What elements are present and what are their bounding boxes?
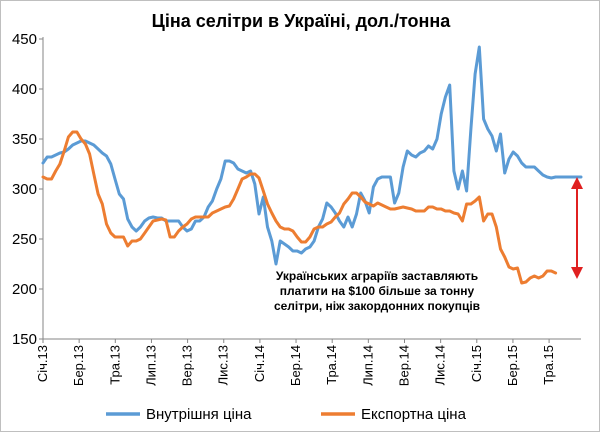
y-tick-label: 250 xyxy=(12,231,37,248)
annotation-line-1: Українських аграріїв заставляють xyxy=(276,269,478,283)
series-line-1 xyxy=(41,45,583,266)
x-tick-label: Січ.13 xyxy=(35,345,50,382)
chart-title: Ціна селітри в Україні, дол./тонна xyxy=(152,11,452,31)
x-tick-label: Вер.14 xyxy=(396,345,411,386)
x-tick-label: Бер.13 xyxy=(71,345,86,386)
y-axis-ticks: 150 200 250 300 350 400 450 xyxy=(12,31,43,348)
y-tick-label: 450 xyxy=(12,31,37,48)
x-tick-label: Лип.14 xyxy=(360,345,375,386)
x-axis-ticks: Січ.13 Бер.13 Тра.13 Лип.13 Вер.13 Лис.13 Січ.… xyxy=(35,339,556,386)
y-tick-label: 200 xyxy=(12,281,37,298)
legend-label-1: Внутрішня ціна xyxy=(146,406,252,423)
x-tick-label: Січ.15 xyxy=(469,345,484,382)
series-group xyxy=(41,45,583,285)
axes xyxy=(42,37,581,340)
x-tick-label: Лип.13 xyxy=(143,345,158,386)
annotation-line-3: селітри, ніж закордонних покупців xyxy=(274,299,480,313)
arrow-head-down xyxy=(571,267,583,279)
arrow-head-up xyxy=(571,177,583,189)
x-tick-label: Тра.13 xyxy=(107,345,122,385)
legend-label-2: Експортна ціна xyxy=(361,406,467,423)
x-tick-label: Січ.14 xyxy=(252,345,267,382)
x-tick-label: Тра.14 xyxy=(324,345,339,385)
x-tick-label: Лис.13 xyxy=(216,345,231,385)
y-tick-label: 300 xyxy=(12,181,37,198)
x-tick-label: Лис.14 xyxy=(433,345,448,385)
y-tick-label: 150 xyxy=(12,331,37,348)
y-tick-label: 400 xyxy=(12,81,37,98)
x-tick-label: Бер.15 xyxy=(505,345,520,386)
difference-arrow xyxy=(571,177,583,279)
x-tick-label: Тра.15 xyxy=(541,345,556,385)
legend: Внутрішня ціна Експортна ціна xyxy=(106,406,467,423)
x-tick-label: Вер.13 xyxy=(180,345,195,386)
annotation-line-2: платити на $100 більше за тонну xyxy=(280,284,475,298)
y-tick-label: 350 xyxy=(12,131,37,148)
x-tick-label: Бер.14 xyxy=(288,345,303,386)
annotation-text: Українських аграріїв заставляютьплатити … xyxy=(274,269,480,313)
series-line-2 xyxy=(41,130,558,285)
